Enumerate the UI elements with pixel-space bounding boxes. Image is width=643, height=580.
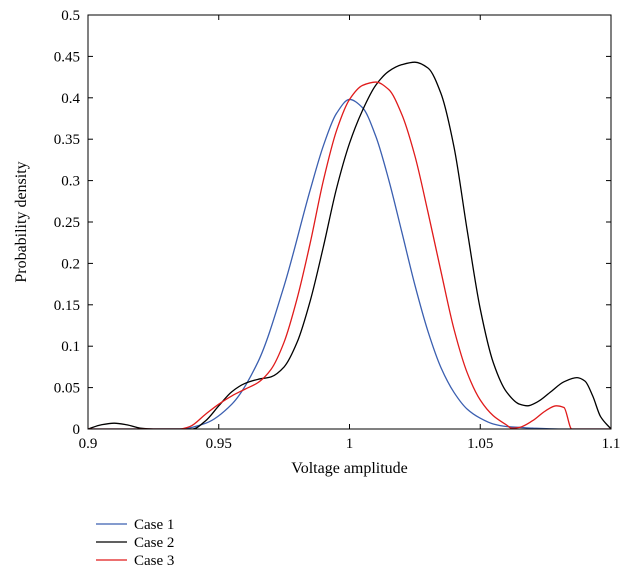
- y-tick-label: 0.05: [54, 381, 80, 397]
- y-tick-label: 0.5: [61, 8, 80, 24]
- y-tick-label: 0.25: [54, 215, 80, 231]
- x-tick-label: 1.05: [467, 436, 493, 452]
- legend-label-case-1: Case 1: [134, 517, 174, 533]
- x-tick-label: 0.95: [206, 436, 232, 452]
- legend-label-case-2: Case 2: [134, 535, 174, 551]
- series-line-case-2: [88, 61, 611, 429]
- y-tick-label: 0.35: [54, 132, 80, 148]
- x-tick-label: 0.9: [79, 436, 98, 452]
- series-line-case-1: [88, 98, 611, 429]
- x-tick-label: 1: [346, 436, 354, 452]
- y-tick-label: 0.1: [61, 339, 80, 355]
- y-tick-label: 0.45: [54, 49, 80, 65]
- y-axis: 0 0.05 0.1 0.15 0.2 0.25 0.3 0.35 0.4 0.45 0.5: [54, 8, 611, 438]
- y-tick-label: 0: [73, 422, 81, 438]
- y-axis-title: Probability density: [13, 161, 30, 282]
- plot-frame: [87, 14, 612, 430]
- legend: Case 1 Case 2 Case 3: [96, 517, 174, 569]
- x-axis: 0.9 0.95 1 1.05 1.1: [79, 15, 621, 452]
- y-tick-label: 0.3: [61, 174, 80, 190]
- y-tick-label: 0.4: [61, 91, 80, 107]
- y-tick-label: 0.2: [61, 256, 80, 272]
- series-layer: [88, 61, 611, 429]
- plot-area: 0.9 0.95 1 1.05 1.1 00.050.10.150.20.250.30.…: [54, 8, 621, 452]
- series-line-case-3: [88, 81, 611, 429]
- x-tick-label: 1.1: [602, 436, 621, 452]
- x-axis-title: Voltage amplitude: [291, 460, 408, 477]
- legend-label-case-3: Case 3: [134, 553, 174, 569]
- y-tick-label: 0.15: [54, 298, 80, 314]
